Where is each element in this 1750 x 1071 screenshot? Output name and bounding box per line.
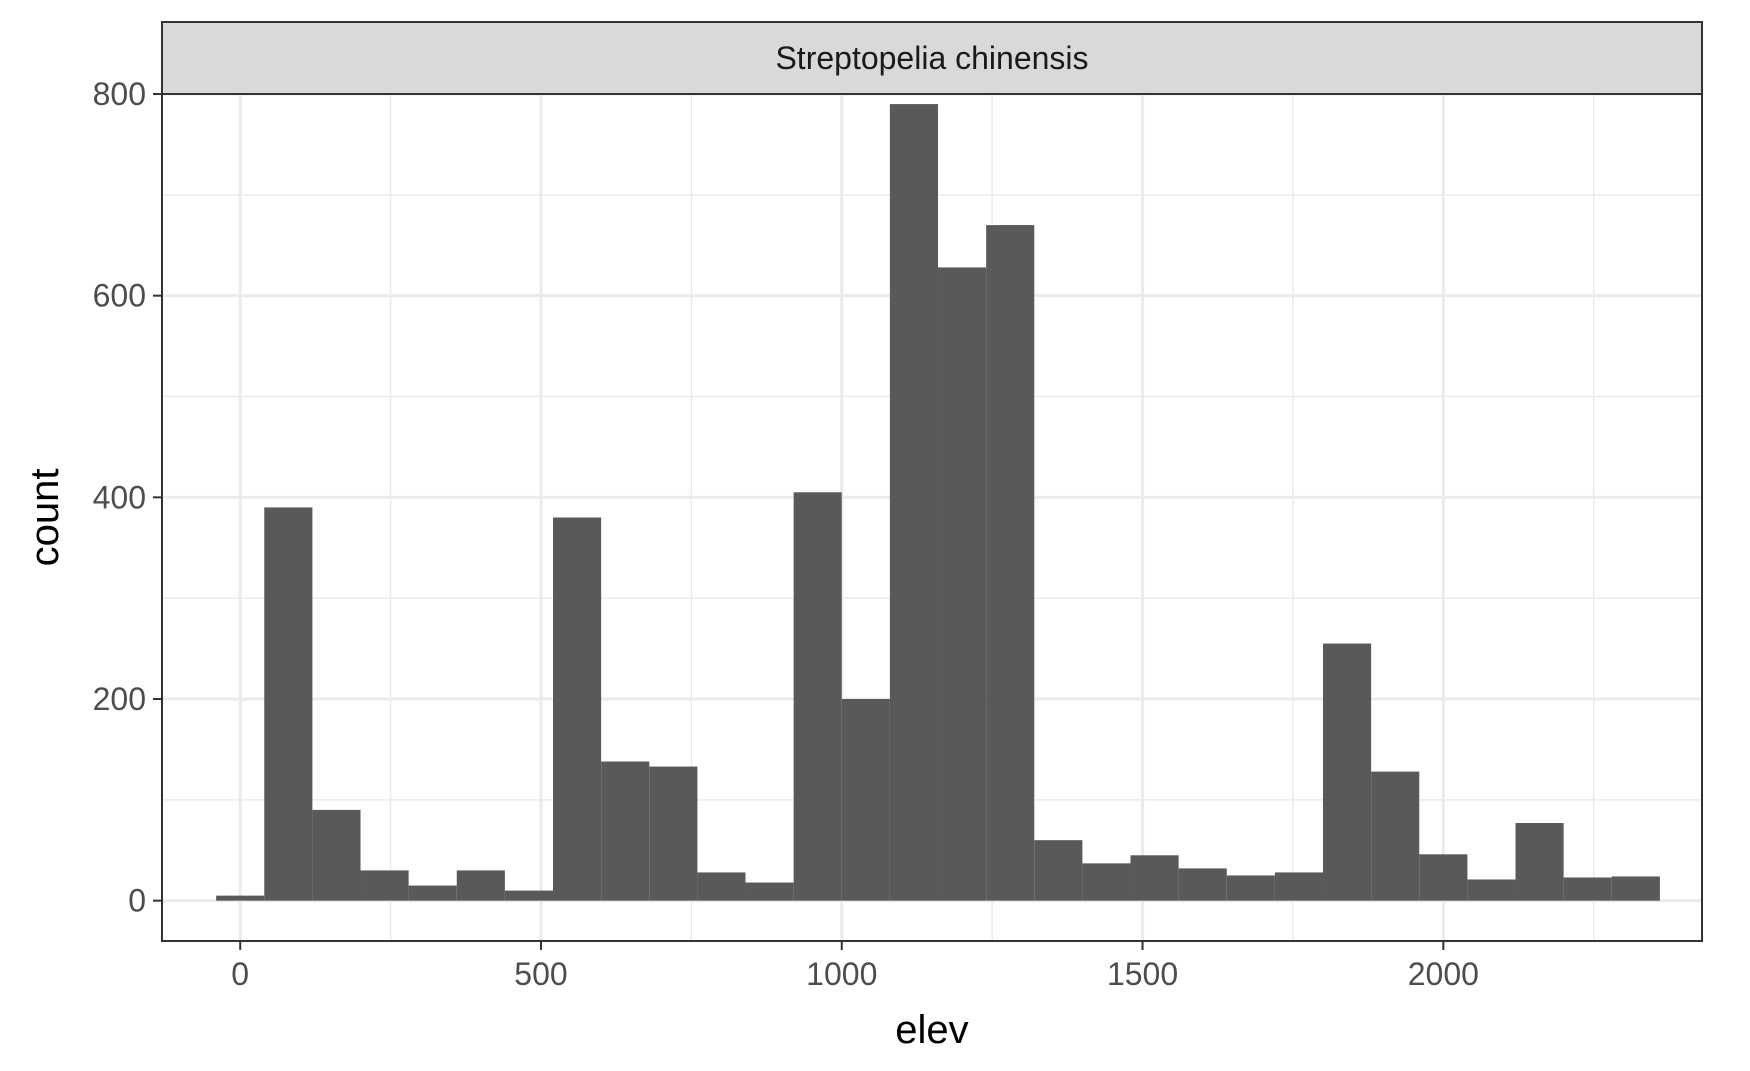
x-axis: 0 500 1000 1500 2000 bbox=[231, 941, 1479, 992]
y-axis: 0 200 400 600 800 bbox=[93, 76, 162, 919]
histogram-bar bbox=[1082, 863, 1131, 901]
histogram-bar bbox=[553, 517, 602, 901]
y-axis-title: count bbox=[23, 469, 67, 567]
histogram-bar bbox=[264, 507, 313, 901]
histogram-bar bbox=[312, 809, 361, 901]
histogram-bar bbox=[649, 766, 698, 901]
histogram-bar bbox=[1611, 876, 1660, 901]
histogram-bar bbox=[360, 870, 409, 901]
histogram-bar bbox=[745, 882, 794, 901]
histogram-bar bbox=[504, 890, 554, 901]
histogram-bar bbox=[697, 872, 746, 901]
histogram-bar bbox=[1515, 823, 1564, 901]
histogram-bar bbox=[456, 870, 505, 901]
x-tick-label: 1500 bbox=[1107, 956, 1178, 992]
histogram-bar bbox=[841, 699, 890, 901]
y-tick-label: 200 bbox=[93, 681, 146, 717]
x-tick-label: 1000 bbox=[806, 956, 877, 992]
histogram-bar bbox=[1274, 872, 1324, 901]
histogram-bar bbox=[601, 761, 650, 901]
y-tick-label: 800 bbox=[93, 76, 146, 112]
histogram-bar bbox=[1467, 879, 1516, 901]
histogram-bar bbox=[1034, 840, 1083, 901]
x-axis-title: elev bbox=[895, 1008, 968, 1052]
histogram-bar bbox=[216, 895, 265, 901]
histogram-bar bbox=[1130, 855, 1179, 901]
histogram-bars bbox=[216, 104, 1660, 901]
histogram-bar bbox=[889, 104, 939, 901]
histogram-bar bbox=[938, 267, 987, 901]
histogram-bar bbox=[1419, 854, 1468, 901]
histogram-bar bbox=[1323, 643, 1372, 901]
x-tick-label: 2000 bbox=[1408, 956, 1479, 992]
histogram-bar bbox=[986, 225, 1035, 901]
x-tick-label: 0 bbox=[231, 956, 249, 992]
histogram-bar bbox=[1563, 877, 1612, 901]
histogram-bar bbox=[793, 492, 842, 901]
x-tick-label: 500 bbox=[514, 956, 567, 992]
y-tick-label: 600 bbox=[93, 278, 146, 314]
histogram-bar bbox=[1178, 868, 1227, 901]
facet-strip-label: Streptopelia chinensis bbox=[775, 40, 1088, 76]
facet-strip: Streptopelia chinensis bbox=[161, 21, 1703, 95]
histogram-bar bbox=[1226, 875, 1275, 901]
facet-strip-background bbox=[161, 21, 1703, 95]
histogram-bar bbox=[1371, 771, 1420, 901]
y-tick-label: 0 bbox=[128, 883, 146, 919]
histogram-bar bbox=[408, 885, 457, 901]
y-tick-label: 400 bbox=[93, 479, 146, 515]
